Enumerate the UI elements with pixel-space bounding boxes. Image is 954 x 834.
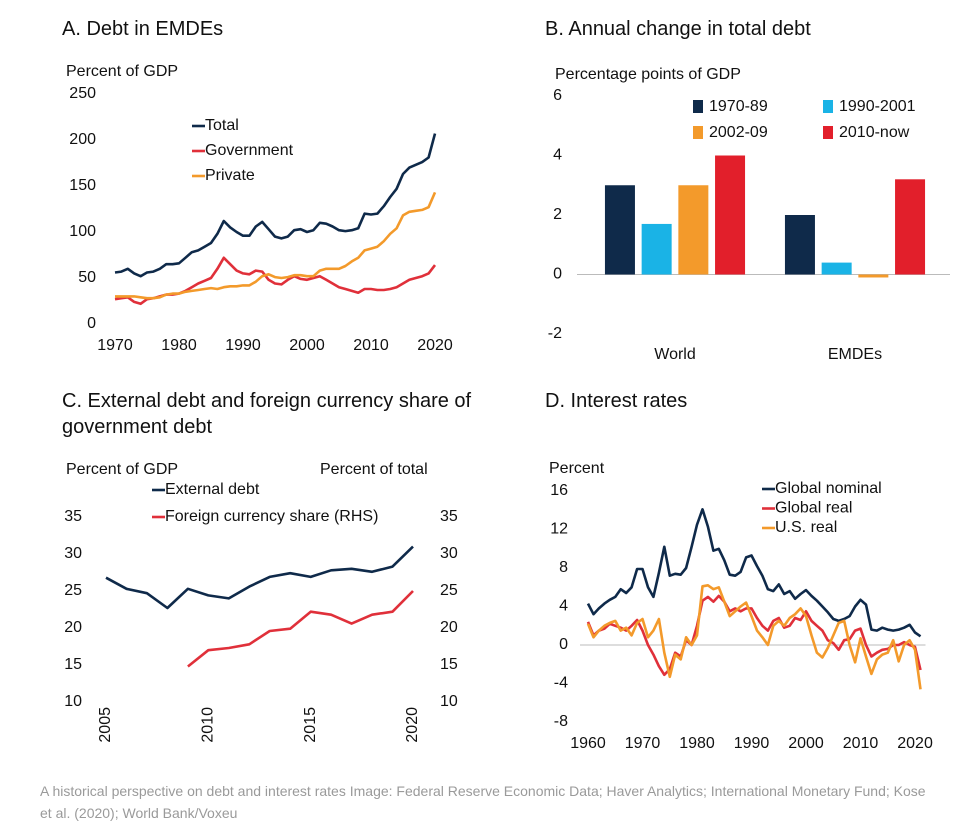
x-tick-label: 2005 [97, 707, 114, 743]
y2-tick-label: 10 [440, 693, 458, 710]
y-tick-label: 15 [64, 656, 82, 673]
x-tick-label: 1970 [97, 337, 133, 354]
x-tick-label: 2015 [302, 707, 319, 743]
y-tick-label: 35 [64, 508, 82, 525]
x-tick-label: 2010 [843, 735, 879, 752]
x-tick-label: 1980 [161, 337, 197, 354]
legend-label: Private [205, 167, 255, 184]
x-tick-label: World [654, 346, 696, 363]
y-tick-label: -8 [554, 713, 568, 730]
legend-label: Global nominal [775, 480, 882, 497]
y-tick-label: -2 [548, 325, 562, 342]
x-tick-label: 1970 [625, 735, 661, 752]
series-line [187, 590, 414, 668]
y-tick-label: 16 [550, 482, 568, 499]
legend-label: 1970-89 [709, 98, 768, 115]
series-line [105, 545, 414, 610]
series-line [586, 594, 922, 677]
y-tick-label: 250 [69, 85, 96, 102]
y2-tick-label: 15 [440, 656, 458, 673]
series-line [586, 584, 922, 690]
y-tick-label: 2 [553, 206, 562, 223]
series-line [115, 191, 437, 300]
y-axis-label: Percent of GDP [66, 461, 178, 478]
legend-label: Government [205, 142, 294, 159]
legend-label: 2010-now [839, 124, 910, 141]
y2-tick-label: 20 [440, 619, 458, 636]
bar [858, 274, 889, 278]
x-tick-label: 1990 [225, 337, 261, 354]
y2-axis-label: Percent of total [320, 461, 428, 478]
y-tick-label: 8 [559, 559, 568, 576]
bar [641, 223, 672, 275]
x-tick-label: 2000 [289, 337, 325, 354]
x-tick-label: 2000 [788, 735, 824, 752]
legend-swatch [823, 100, 833, 113]
y-tick-label: 12 [550, 521, 568, 538]
x-tick-label: 1980 [679, 735, 715, 752]
y-tick-label: 30 [64, 545, 82, 562]
series-line [114, 133, 437, 278]
y-tick-label: 4 [553, 147, 562, 164]
y-tick-label: 200 [69, 131, 96, 148]
bar [604, 185, 635, 275]
panel-title: D. Interest rates [545, 390, 688, 412]
y-tick-label: 50 [78, 269, 96, 286]
legend-label: External debt [165, 481, 260, 498]
x-tick-label: EMDEs [828, 346, 882, 363]
y-tick-label: 0 [559, 636, 568, 653]
panel-title: A. Debt in EMDEs [62, 18, 224, 40]
bar [715, 155, 746, 275]
legend-label: 1990-2001 [839, 98, 916, 115]
legend-label: U.S. real [775, 519, 837, 536]
x-tick-label: 2020 [404, 707, 421, 743]
bar [895, 179, 926, 275]
panel-title: B. Annual change in total debt [545, 18, 811, 40]
legend-swatch [823, 126, 833, 139]
series-line [586, 508, 922, 638]
y2-tick-label: 30 [440, 545, 458, 562]
x-tick-label: 1960 [570, 735, 606, 752]
y-tick-label: 20 [64, 619, 82, 636]
legend-label: Foreign currency share (RHS) [165, 508, 378, 525]
x-tick-label: 2020 [897, 735, 933, 752]
x-tick-label: 2010 [353, 337, 389, 354]
legend-label: Global real [775, 500, 852, 517]
y-tick-label: 10 [64, 693, 82, 710]
y-tick-label: 25 [64, 582, 82, 599]
y-tick-label: 6 [553, 87, 562, 104]
bar [821, 262, 852, 275]
legend-swatch [693, 126, 703, 139]
legend-label: Total [205, 117, 239, 134]
y-tick-label: 100 [69, 223, 96, 240]
bar [678, 185, 709, 275]
x-tick-label: 2010 [200, 707, 217, 743]
x-tick-label: 1990 [734, 735, 770, 752]
y-tick-label: 0 [87, 315, 96, 332]
y-tick-label: 150 [69, 177, 96, 194]
y-axis-label: Percent of GDP [66, 63, 178, 80]
y2-tick-label: 35 [440, 508, 458, 525]
caption: A historical perspective on debt and int… [40, 783, 926, 821]
y2-tick-label: 25 [440, 582, 458, 599]
y-tick-label: 0 [553, 266, 562, 283]
y-tick-label: -4 [554, 675, 568, 692]
y-tick-label: 4 [559, 598, 568, 615]
legend-label: 2002-09 [709, 124, 768, 141]
y-axis-label: Percentage points of GDP [555, 66, 741, 83]
y-axis-label: Percent [549, 460, 605, 477]
bar [784, 215, 815, 275]
legend-swatch [693, 100, 703, 113]
panel-title: C. External debt and foreign currency sh… [62, 390, 472, 438]
x-tick-label: 2020 [417, 337, 453, 354]
